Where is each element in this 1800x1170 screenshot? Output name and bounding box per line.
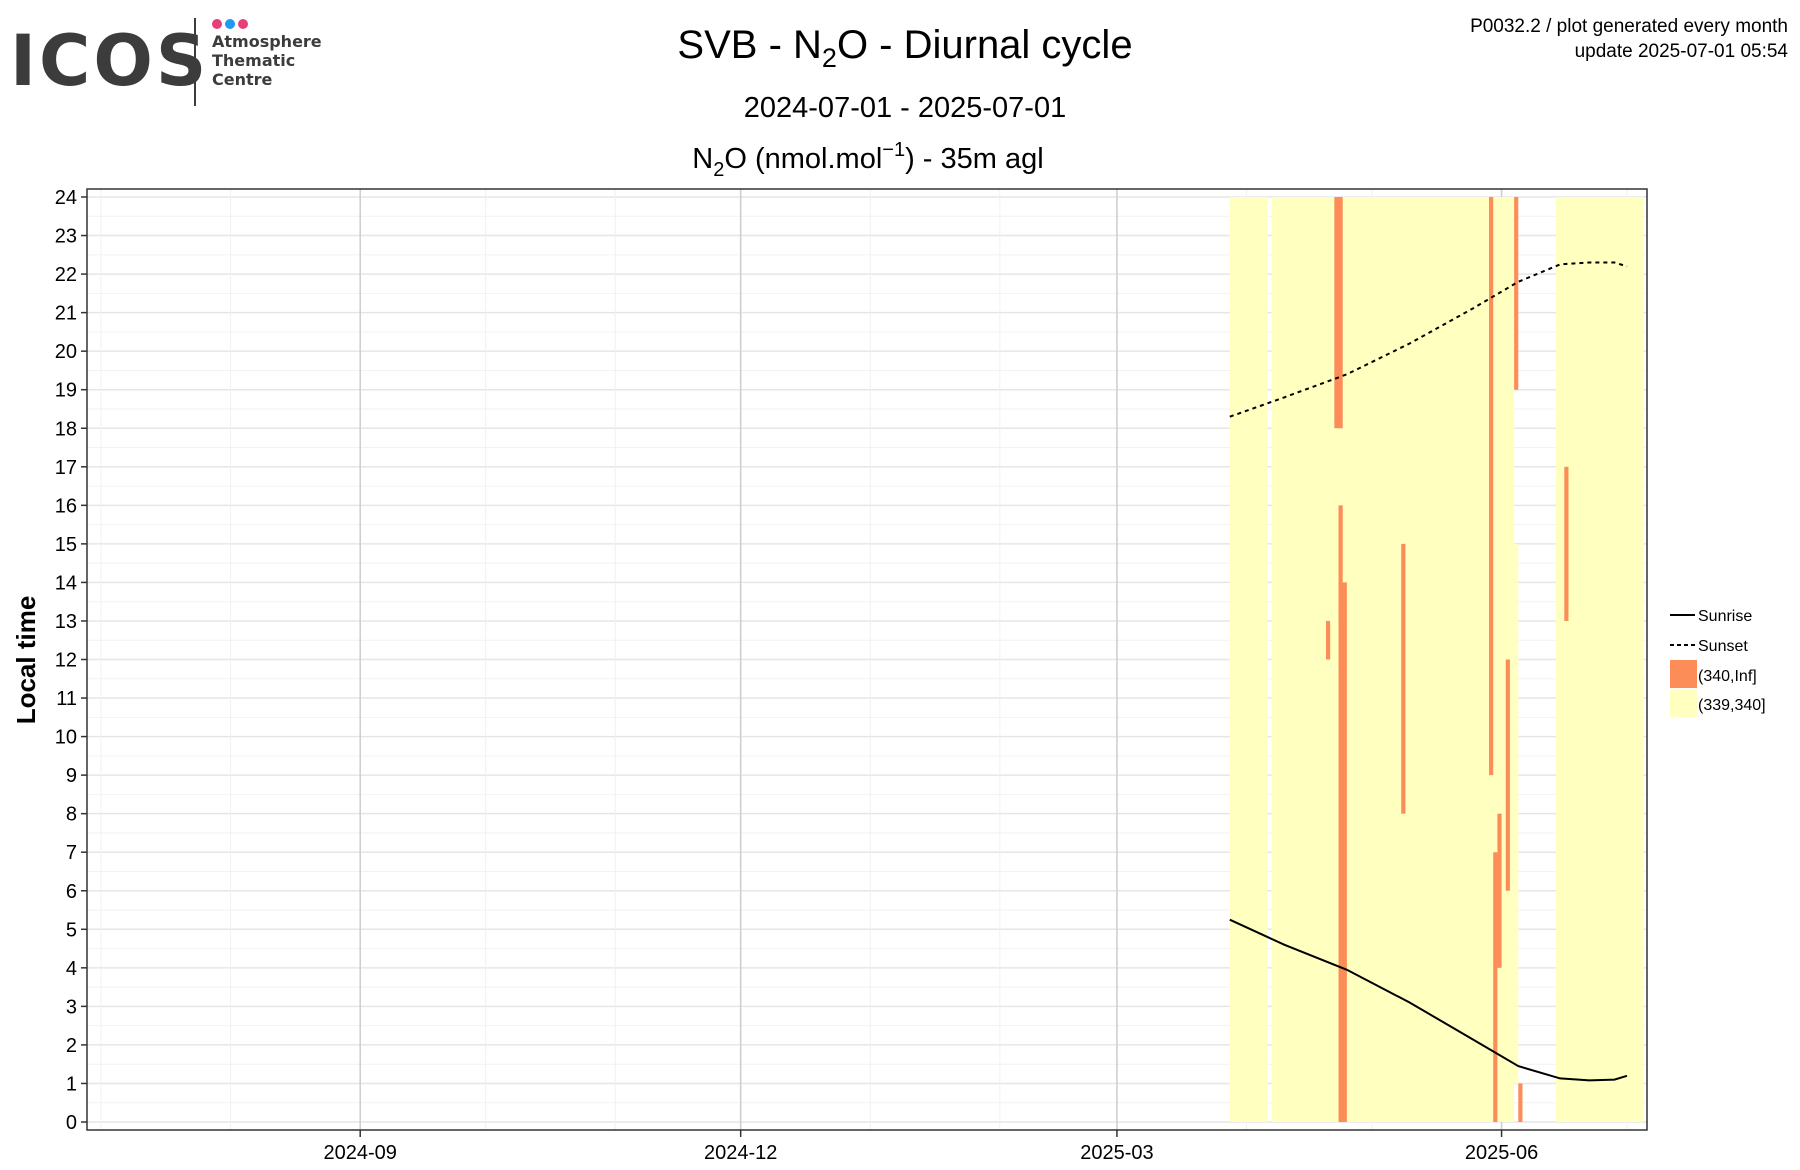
- y-tick-label: 16: [55, 495, 77, 517]
- heatmap-tile: [1493, 852, 1498, 1122]
- heatmap-tile: [1459, 197, 1515, 1122]
- x-tick-label: 2025-03: [1080, 1142, 1153, 1164]
- logo-separator: [194, 18, 196, 106]
- chart-subtitle-species: N2O (nmol.mol−1) - 35m agl: [692, 139, 1043, 181]
- x-axis: 2024-09 2024-12 2025-03 2025-06: [324, 1130, 1538, 1164]
- heatmap-tile: [1514, 543, 1519, 1084]
- legend-key-fill: [1670, 689, 1697, 717]
- y-tick-label: 17: [55, 457, 77, 479]
- logo-line: Centre: [212, 70, 273, 89]
- title-sub: 2: [822, 43, 837, 73]
- heatmap-tile: [1489, 197, 1494, 776]
- legend-label: Sunrise: [1698, 608, 1752, 625]
- y-tick-label: 1: [66, 1073, 77, 1095]
- y-tick-label: 3: [66, 996, 77, 1018]
- meta-update: update 2025-07-01 05:54: [1574, 41, 1788, 62]
- heatmap-tile: [1334, 197, 1343, 429]
- y-tick-label: 9: [66, 765, 77, 787]
- heatmap-tile: [1338, 582, 1347, 1122]
- y-tick-label: 18: [55, 418, 77, 440]
- y-tick-label: 23: [55, 226, 77, 248]
- y-tick-label: 13: [55, 611, 77, 633]
- y-tick-label: 21: [55, 303, 77, 325]
- heatmap-tile: [1555, 197, 1644, 1122]
- logo-centre-name: Atmosphere Thematic Centre: [212, 32, 322, 89]
- y-tick-label: 22: [55, 264, 77, 286]
- y-tick-label: 0: [66, 1112, 77, 1134]
- logo-line: Thematic: [212, 51, 296, 70]
- y-tick-label: 5: [66, 919, 77, 941]
- sun-lines: [1229, 261, 1628, 1082]
- meta-version: P0032.2 / plot generated every month: [1470, 16, 1788, 37]
- chart-subtitle: 2024-07-01 - 2025-07-01: [744, 92, 1066, 124]
- legend-label: Sunset: [1698, 638, 1748, 655]
- title-suffix: O - Diurnal cycle: [837, 23, 1133, 67]
- species-sup: −1: [882, 139, 905, 161]
- species-suffix: ) - 35m agl: [905, 143, 1044, 175]
- x-tick-label: 2025-06: [1465, 1142, 1538, 1164]
- heatmap-tile: [1497, 813, 1502, 968]
- y-tick-label: 6: [66, 881, 77, 903]
- logo-dot: [238, 19, 248, 29]
- heatmap-tile: [1518, 1083, 1523, 1122]
- title-prefix: SVB - N: [677, 23, 821, 67]
- logo-wordmark: ICOS: [10, 20, 210, 102]
- y-tick-label: 15: [55, 534, 77, 556]
- heatmap-tile: [1505, 659, 1510, 891]
- heatmap-tile: [1564, 466, 1569, 621]
- y-tick-label: 14: [55, 572, 77, 594]
- logo-line: Atmosphere: [212, 32, 322, 51]
- y-axis-label: Local time: [11, 596, 41, 725]
- y-tick-label: 7: [66, 842, 77, 864]
- logo-dots-icon: [212, 16, 251, 34]
- species-prefix: N: [692, 143, 713, 175]
- y-tick-label: 8: [66, 804, 77, 826]
- heatmap-tile: [1325, 620, 1331, 660]
- heatmap-tile: [1514, 197, 1519, 390]
- legend-label: (339,340]: [1698, 697, 1766, 714]
- y-tick-label: 10: [55, 727, 77, 749]
- icos-logo: ICOS Atmosphere Thematic Centre: [10, 14, 330, 109]
- sunrise-line: [1229, 918, 1628, 1082]
- y-tick-label: 11: [56, 688, 77, 710]
- chart-title: SVB - N2O - Diurnal cycle: [677, 23, 1132, 73]
- logo-dot: [225, 19, 235, 29]
- heatmap-tile: [1229, 197, 1268, 1122]
- plot-metadata: P0032.2 / plot generated every month upd…: [1470, 14, 1788, 64]
- heatmap-tile: [1401, 543, 1406, 814]
- legend-key-fill: [1670, 660, 1697, 688]
- species-mid: O (nmol.mol: [724, 143, 882, 175]
- heatmap-tiles: [1229, 197, 1644, 1122]
- y-tick-label: 19: [55, 380, 77, 402]
- legend: Sunrise Sunset (340,Inf] (339,340]: [1670, 608, 1766, 717]
- sunset-line: [1229, 261, 1628, 418]
- y-tick-label: 20: [55, 341, 77, 363]
- x-tick-label: 2024-12: [704, 1142, 777, 1164]
- species-sub: 2: [713, 159, 724, 181]
- y-tick-label: 24: [55, 187, 77, 209]
- x-tick-label: 2024-09: [324, 1142, 397, 1164]
- heatmap-tile: [1271, 197, 1460, 1122]
- logo-dot: [212, 19, 222, 29]
- y-tick-label: 2: [66, 1035, 77, 1057]
- legend-label: (340,Inf]: [1698, 668, 1757, 685]
- heatmap-tile: [1338, 505, 1343, 621]
- y-tick-label: 12: [55, 650, 77, 672]
- y-tick-label: 4: [66, 958, 77, 980]
